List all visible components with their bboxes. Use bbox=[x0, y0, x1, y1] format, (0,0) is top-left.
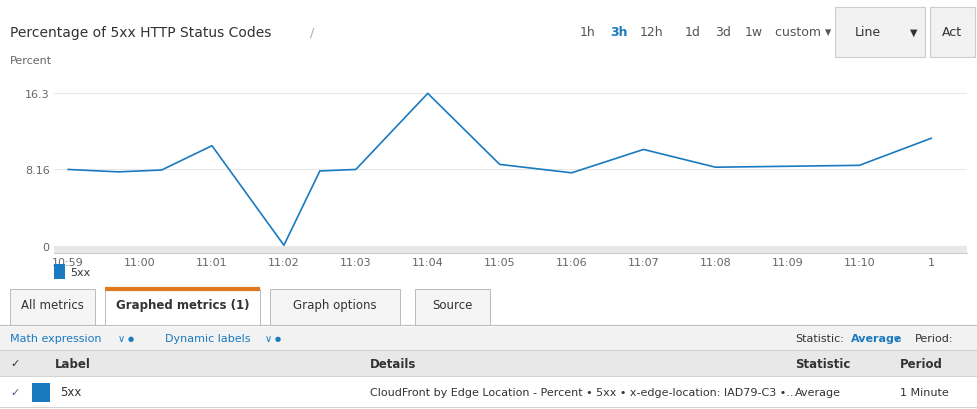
Text: 1 Minute: 1 Minute bbox=[900, 387, 949, 397]
Text: Graphed metrics (1): Graphed metrics (1) bbox=[115, 298, 249, 311]
Text: ▼: ▼ bbox=[910, 28, 917, 38]
Text: Statistic:: Statistic: bbox=[795, 334, 844, 344]
Bar bbox=[0, 350, 977, 376]
Bar bbox=[54, 265, 64, 279]
Bar bbox=[0, 376, 977, 407]
Text: Label: Label bbox=[55, 357, 91, 370]
Text: ∨: ∨ bbox=[265, 334, 273, 344]
Text: /: / bbox=[310, 26, 315, 39]
Text: ✓: ✓ bbox=[10, 387, 20, 397]
Text: Line: Line bbox=[855, 26, 881, 39]
FancyBboxPatch shape bbox=[835, 8, 925, 58]
Text: Act: Act bbox=[942, 26, 962, 39]
Text: ∨: ∨ bbox=[118, 334, 125, 344]
Text: Graph options: Graph options bbox=[293, 298, 377, 311]
Text: 3d: 3d bbox=[715, 26, 731, 39]
Text: ∨: ∨ bbox=[893, 334, 900, 344]
Text: Source: Source bbox=[432, 298, 473, 311]
Text: 5xx: 5xx bbox=[60, 385, 81, 398]
FancyBboxPatch shape bbox=[930, 8, 975, 58]
Text: Period: Period bbox=[900, 357, 943, 370]
Text: Average: Average bbox=[851, 334, 903, 344]
Text: 3h: 3h bbox=[610, 26, 627, 39]
Text: Math expression: Math expression bbox=[10, 334, 102, 344]
Text: ✓: ✓ bbox=[10, 358, 20, 368]
Bar bbox=[270, 289, 400, 325]
Bar bbox=[10, 289, 95, 325]
Text: 5xx: 5xx bbox=[70, 267, 91, 277]
Text: Average: Average bbox=[795, 387, 841, 397]
Bar bbox=[54, 246, 967, 254]
Text: ●: ● bbox=[128, 336, 134, 342]
Text: Statistic: Statistic bbox=[795, 357, 850, 370]
Text: Dynamic labels: Dynamic labels bbox=[165, 334, 250, 344]
Text: 12h: 12h bbox=[640, 26, 663, 39]
Text: custom ▾: custom ▾ bbox=[775, 26, 831, 39]
Text: 1w: 1w bbox=[745, 26, 763, 39]
Bar bbox=[0, 327, 977, 350]
Text: Percentage of 5xx HTTP Status Codes: Percentage of 5xx HTTP Status Codes bbox=[10, 26, 272, 40]
Text: Details: Details bbox=[370, 357, 416, 370]
Bar bbox=[415, 289, 490, 325]
Bar bbox=[105, 289, 260, 325]
Text: 1d: 1d bbox=[685, 26, 701, 39]
Bar bbox=[32, 383, 50, 402]
Text: ●: ● bbox=[275, 336, 281, 342]
Text: Percent: Percent bbox=[10, 56, 52, 65]
Text: All metrics: All metrics bbox=[21, 298, 84, 311]
Text: Period:: Period: bbox=[915, 334, 954, 344]
Text: CloudFront by Edge Location - Percent • 5xx • x-edge-location: IAD79-C3 •...: CloudFront by Edge Location - Percent • … bbox=[370, 387, 797, 397]
Text: 1h: 1h bbox=[580, 26, 596, 39]
